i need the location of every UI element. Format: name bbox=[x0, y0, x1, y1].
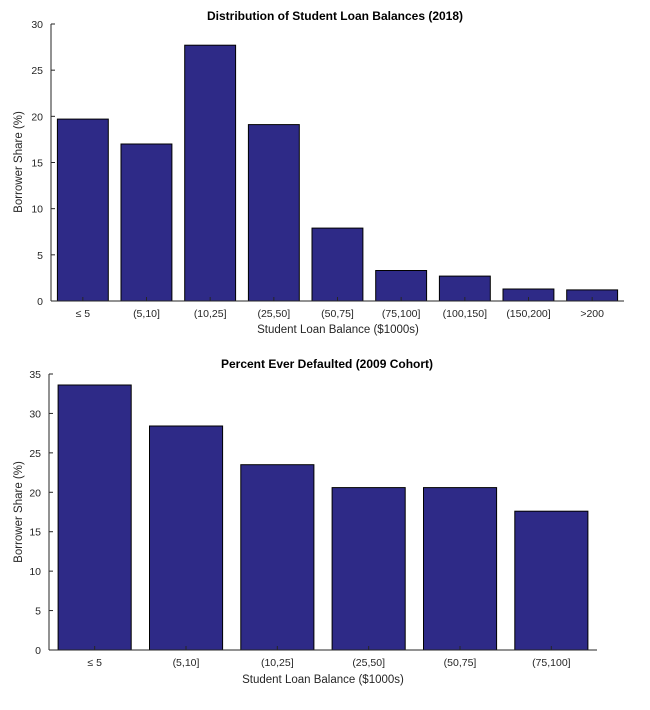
y-tick-label: 5 bbox=[37, 250, 43, 262]
bar bbox=[57, 384, 132, 651]
y-tick-label: 0 bbox=[35, 645, 41, 657]
x-axis-label: Student Loan Balance ($1000s) bbox=[242, 674, 404, 686]
y-tick-label: 10 bbox=[29, 566, 41, 578]
y-tick-label: 30 bbox=[29, 408, 41, 420]
x-tick-label: (10,25] bbox=[261, 657, 294, 669]
bar bbox=[331, 487, 406, 651]
bar bbox=[514, 510, 589, 651]
y-tick-label: 5 bbox=[35, 606, 41, 618]
bar bbox=[423, 487, 498, 651]
y-tick-label: 25 bbox=[31, 65, 43, 77]
x-axis-ticks: ≤ 5 (5,10] (10,25] (25,50] (50,75] (75,100] (1… bbox=[76, 297, 604, 320]
y-tick-label: 15 bbox=[31, 158, 43, 170]
bar bbox=[56, 118, 109, 302]
bars bbox=[57, 384, 589, 651]
x-tick-label: (25,50] bbox=[257, 308, 290, 320]
x-tick-label: (5,10] bbox=[133, 308, 160, 320]
y-tick-label: 20 bbox=[31, 111, 43, 123]
x-tick-label: ≤ 5 bbox=[76, 308, 91, 320]
y-axis-ticks: 0 5 10 15 20 25 30 35 bbox=[29, 369, 53, 657]
x-tick-label: >200 bbox=[580, 308, 604, 320]
chart-title: Distribution of Student Loan Balances (2… bbox=[207, 9, 463, 23]
y-tick-label: 20 bbox=[29, 487, 41, 499]
bars bbox=[56, 44, 619, 302]
y-tick-label: 30 bbox=[31, 19, 43, 31]
y-tick-label: 0 bbox=[37, 296, 43, 308]
y-axis-label: Borrower Share (%) bbox=[13, 111, 25, 213]
y-axis-ticks: 0 5 10 15 20 25 30 bbox=[31, 19, 55, 308]
bar bbox=[120, 143, 173, 302]
x-tick-label: (100,150] bbox=[443, 308, 487, 320]
x-tick-label: (75,100] bbox=[382, 308, 421, 320]
y-tick-label: 10 bbox=[31, 204, 43, 216]
bar bbox=[149, 425, 224, 651]
x-tick-label: (25,50] bbox=[352, 657, 385, 669]
y-tick-label: 25 bbox=[29, 448, 41, 460]
x-tick-label: (50,75] bbox=[321, 308, 354, 320]
x-tick-label: (150,200] bbox=[506, 308, 550, 320]
bar bbox=[375, 270, 428, 302]
bar bbox=[184, 44, 237, 302]
y-tick-label: 15 bbox=[29, 527, 41, 539]
chart-title: Percent Ever Defaulted (2009 Cohort) bbox=[221, 357, 433, 371]
bar bbox=[240, 464, 315, 651]
x-tick-label: (5,10] bbox=[173, 657, 200, 669]
y-axis-label: Borrower Share (%) bbox=[13, 461, 25, 563]
x-tick-label: (50,75] bbox=[444, 657, 477, 669]
chart-percent-ever-defaulted: Percent Ever Defaulted (2009 Cohort) 0 5 1… bbox=[13, 357, 597, 686]
y-tick-label: 35 bbox=[29, 369, 41, 381]
x-tick-label: (10,25] bbox=[194, 308, 227, 320]
bar bbox=[311, 227, 364, 302]
x-axis-label: Student Loan Balance ($1000s) bbox=[257, 324, 419, 336]
bar bbox=[247, 124, 300, 302]
x-tick-label: ≤ 5 bbox=[87, 657, 102, 669]
x-tick-label: (75,100] bbox=[532, 657, 571, 669]
chart-loan-balance-distribution: Distribution of Student Loan Balances (2… bbox=[13, 9, 624, 336]
x-axis-ticks: ≤ 5 (5,10] (10,25] (25,50] (50,75] (75,100] bbox=[87, 646, 571, 669]
